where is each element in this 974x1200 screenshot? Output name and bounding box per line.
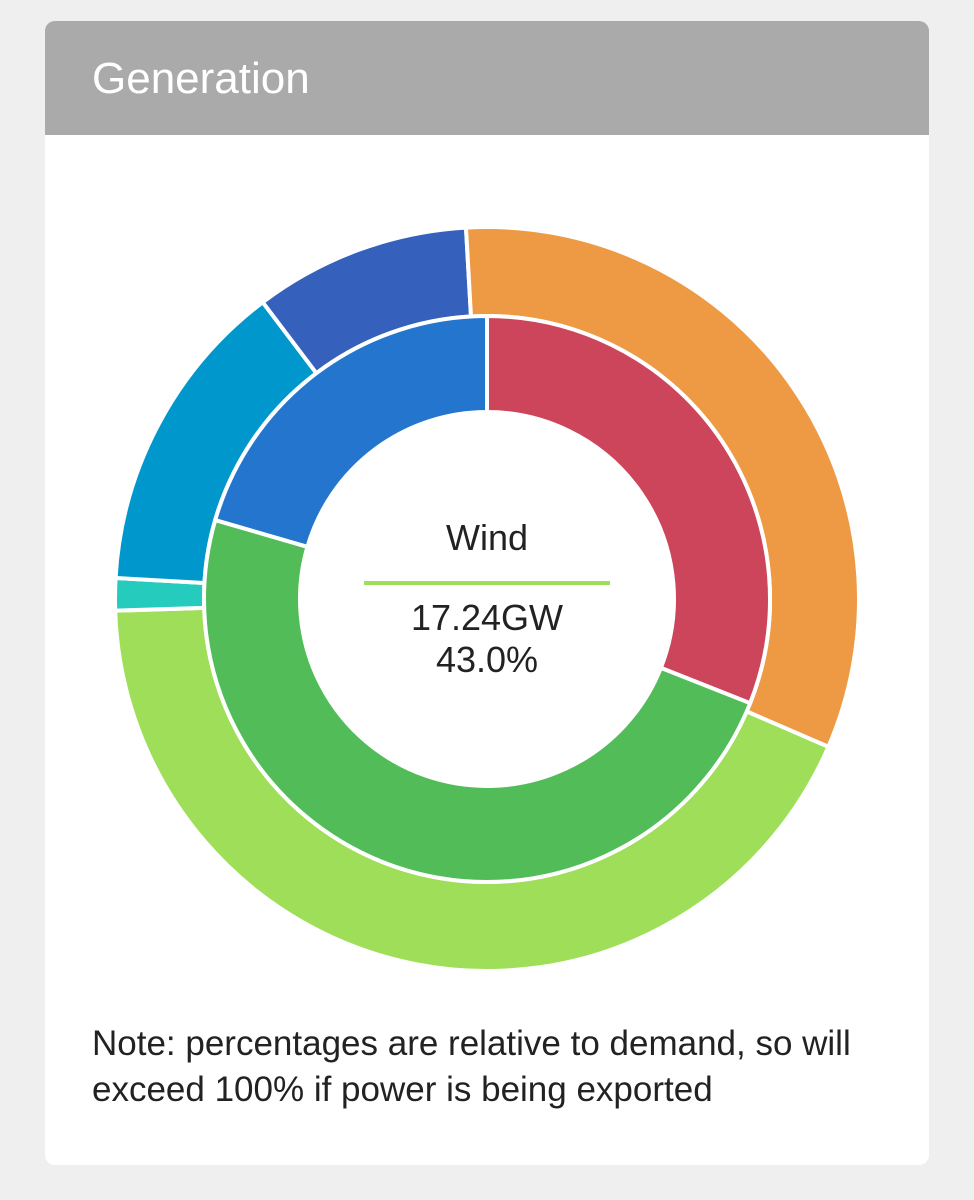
inner-ring-slice-1[interactable] — [485, 314, 772, 706]
center-power-value: 17.24GW — [410, 597, 564, 638]
center-divider — [364, 581, 610, 585]
center-percentage: 43.0% — [435, 639, 539, 680]
card-title: Generation — [92, 54, 310, 103]
generation-card: Generation Wind 17.24GW 43.0% Note: perc… — [45, 21, 929, 1165]
inner-ring-slice-2[interactable] — [202, 518, 753, 884]
center-source-name: Wind — [445, 517, 529, 558]
card-header: Generation — [45, 21, 929, 135]
chart-note: Note: percentages are relative to demand… — [92, 1024, 851, 1109]
generation-donut-chart: Wind 17.24GW 43.0% — [45, 135, 929, 1015]
donut-chart-svg — [113, 225, 861, 973]
center-label: Wind 17.24GW 43.0% — [357, 515, 617, 681]
inner-ring-slice-3[interactable] — [213, 314, 489, 549]
